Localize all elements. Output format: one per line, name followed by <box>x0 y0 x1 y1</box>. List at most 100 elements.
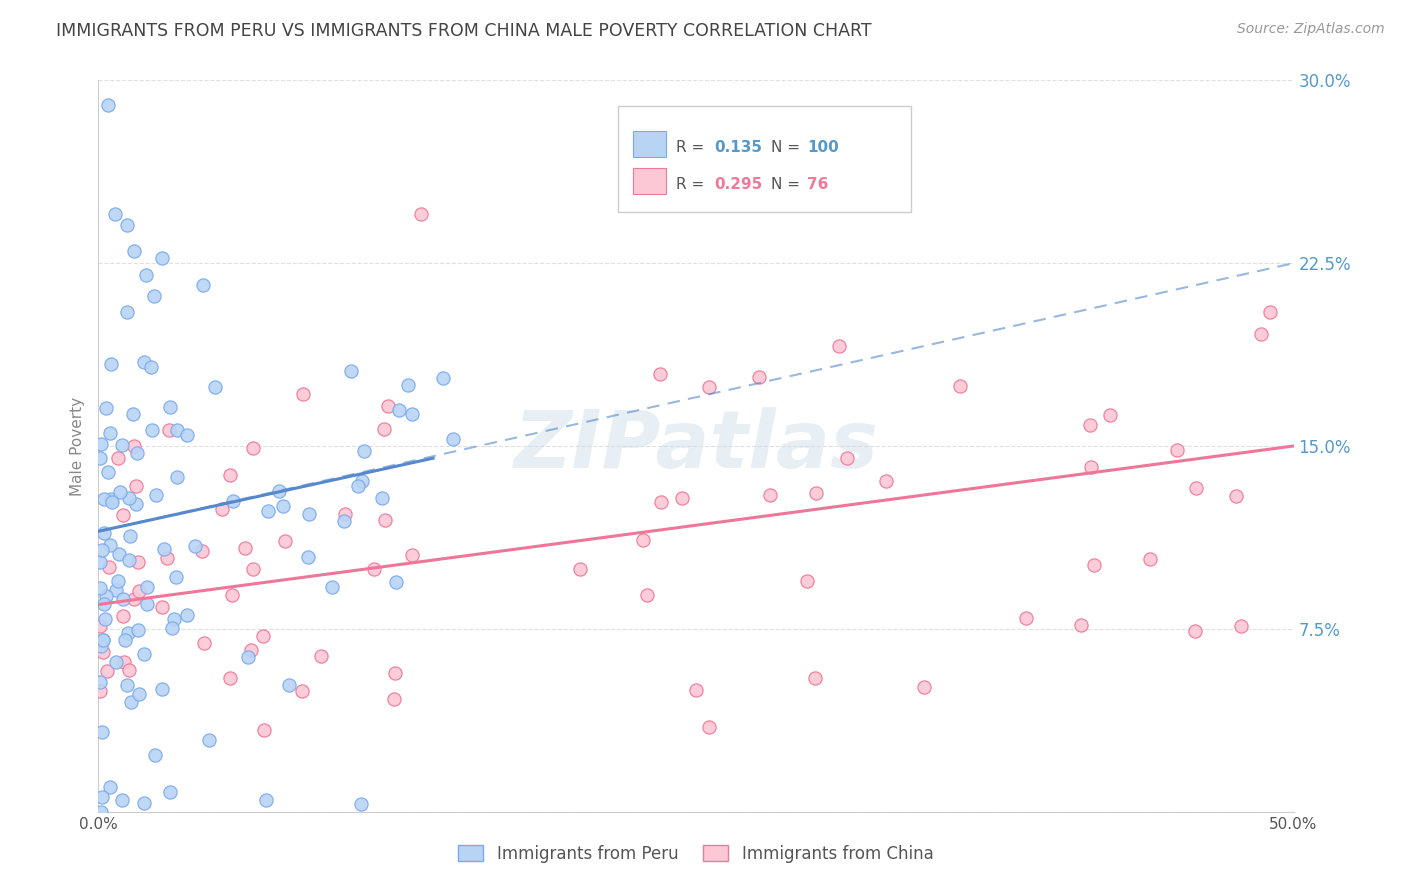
Point <box>121 408 143 422</box>
Point <box>91 632 114 647</box>
Point <box>697 380 720 394</box>
Point <box>125 497 148 511</box>
Point <box>333 514 356 528</box>
Point <box>104 207 127 221</box>
Point <box>184 539 207 553</box>
Point <box>135 268 157 283</box>
Point <box>384 665 406 680</box>
Text: R =: R = <box>676 177 709 192</box>
Point <box>219 671 242 685</box>
Point <box>93 632 115 647</box>
Point <box>89 556 111 570</box>
Point <box>127 555 149 569</box>
Point <box>759 488 782 502</box>
Point <box>157 423 180 437</box>
Point <box>118 553 141 567</box>
Point <box>697 721 720 735</box>
Point <box>804 486 827 500</box>
Point <box>156 551 179 566</box>
Point <box>211 502 233 516</box>
Point <box>875 474 897 488</box>
Point <box>160 621 183 635</box>
Point <box>1225 489 1247 503</box>
Point <box>278 677 301 691</box>
Point <box>111 592 134 607</box>
Point <box>107 451 129 466</box>
Point <box>162 612 184 626</box>
Point <box>377 400 399 414</box>
Point <box>124 439 146 453</box>
Point <box>98 559 121 574</box>
Point <box>321 580 343 594</box>
Point <box>111 792 134 806</box>
Point <box>401 548 423 562</box>
Point <box>204 380 226 394</box>
Bar <box>633 168 666 194</box>
Point <box>242 441 264 455</box>
Point <box>339 364 361 378</box>
Point <box>150 251 173 265</box>
Point <box>166 423 188 437</box>
Point <box>90 790 112 805</box>
Point <box>432 370 454 384</box>
Point <box>165 570 187 584</box>
Point <box>236 649 259 664</box>
Point <box>291 387 314 401</box>
Point <box>90 543 112 558</box>
Point <box>112 655 135 669</box>
Point <box>132 647 155 661</box>
Point <box>93 612 115 626</box>
Point <box>152 541 174 556</box>
Text: R =: R = <box>676 140 709 155</box>
Point <box>636 589 658 603</box>
Point <box>685 682 707 697</box>
Point <box>97 465 120 479</box>
Point <box>115 305 138 319</box>
Point <box>120 695 142 709</box>
Point <box>100 492 122 507</box>
Point <box>441 432 464 446</box>
Point <box>1014 611 1036 625</box>
Point <box>269 484 291 499</box>
Point <box>136 598 159 612</box>
Point <box>98 425 121 440</box>
Point <box>93 597 115 611</box>
Point <box>111 508 134 522</box>
Point <box>828 339 851 353</box>
Point <box>274 534 297 549</box>
Point <box>108 547 131 561</box>
Text: Source: ZipAtlas.com: Source: ZipAtlas.com <box>1237 22 1385 37</box>
Point <box>352 474 374 488</box>
Text: N =: N = <box>772 140 806 155</box>
Point <box>1184 624 1206 638</box>
Point <box>837 451 859 466</box>
Point <box>98 538 121 552</box>
Point <box>1139 552 1161 566</box>
Point <box>100 357 122 371</box>
Point <box>143 288 166 302</box>
Point <box>143 747 166 762</box>
Point <box>385 574 408 589</box>
Text: 0.135: 0.135 <box>714 140 762 155</box>
Point <box>117 626 139 640</box>
Point <box>139 359 162 374</box>
Point <box>233 541 256 555</box>
Point <box>796 574 818 588</box>
Point <box>648 368 671 382</box>
Point <box>90 436 112 450</box>
Legend: Immigrants from Peru, Immigrants from China: Immigrants from Peru, Immigrants from Ch… <box>451 838 941 869</box>
Text: ZIPatlas: ZIPatlas <box>513 407 879 485</box>
Point <box>115 678 138 692</box>
Point <box>346 479 368 493</box>
Point <box>89 683 111 698</box>
Point <box>132 355 155 369</box>
Point <box>240 643 263 657</box>
Point <box>114 633 136 648</box>
Point <box>291 684 314 698</box>
Point <box>117 491 139 506</box>
Point <box>128 583 150 598</box>
Point <box>100 495 122 509</box>
Point <box>93 491 115 506</box>
Point <box>1099 408 1122 422</box>
Point <box>1250 327 1272 342</box>
